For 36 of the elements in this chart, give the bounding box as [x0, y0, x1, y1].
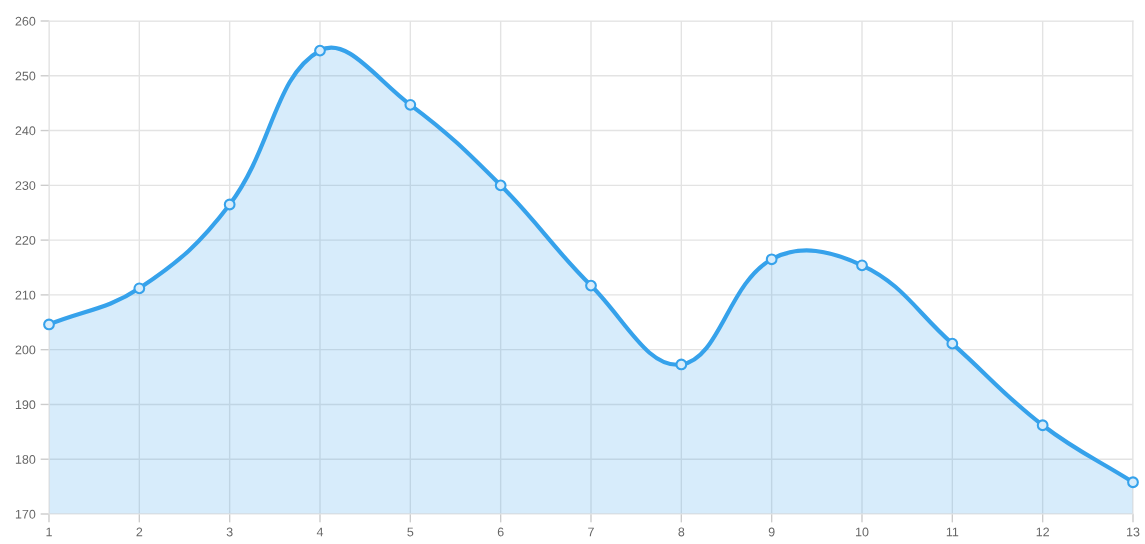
- y-tick-label: 220: [15, 235, 36, 245]
- x-tick-label: 1: [46, 527, 52, 537]
- x-tick-label: 3: [226, 527, 233, 537]
- point: [314, 44, 326, 57]
- point: [675, 358, 688, 371]
- point: [765, 253, 778, 266]
- x-tick-label: 12: [1036, 527, 1049, 537]
- x-tick-label: 8: [678, 527, 685, 537]
- point: [223, 198, 236, 211]
- y-tick-label: 250: [15, 71, 36, 81]
- point: [946, 337, 959, 350]
- y-tick-label: 240: [15, 126, 36, 136]
- x-tick-label: 9: [768, 527, 775, 537]
- y-tick-label: 190: [15, 400, 36, 410]
- y-tick-label: 260: [15, 16, 36, 26]
- y-tick-label: 180: [15, 455, 36, 464]
- x-tick-label: 13: [1127, 527, 1140, 537]
- x-tick-label: 7: [588, 527, 594, 537]
- point: [585, 279, 597, 292]
- point: [856, 259, 868, 272]
- point: [133, 282, 146, 295]
- x-tick-label: 4: [316, 527, 324, 537]
- x-tick-label: 11: [946, 527, 959, 537]
- point: [1127, 476, 1139, 489]
- x-tick-label: 5: [407, 527, 414, 537]
- y-tick-label: 170: [15, 509, 36, 519]
- point: [43, 318, 55, 331]
- point: [404, 98, 417, 111]
- x-tick-label: 10: [856, 527, 869, 537]
- point: [1036, 419, 1049, 432]
- point: [494, 179, 507, 192]
- x-tick-label: 6: [497, 527, 504, 537]
- y-tick-label: 200: [15, 345, 36, 355]
- x-tick-label: 2: [136, 527, 143, 537]
- y-tick-label: 230: [15, 181, 36, 190]
- y-tick-label: 210: [15, 290, 36, 300]
